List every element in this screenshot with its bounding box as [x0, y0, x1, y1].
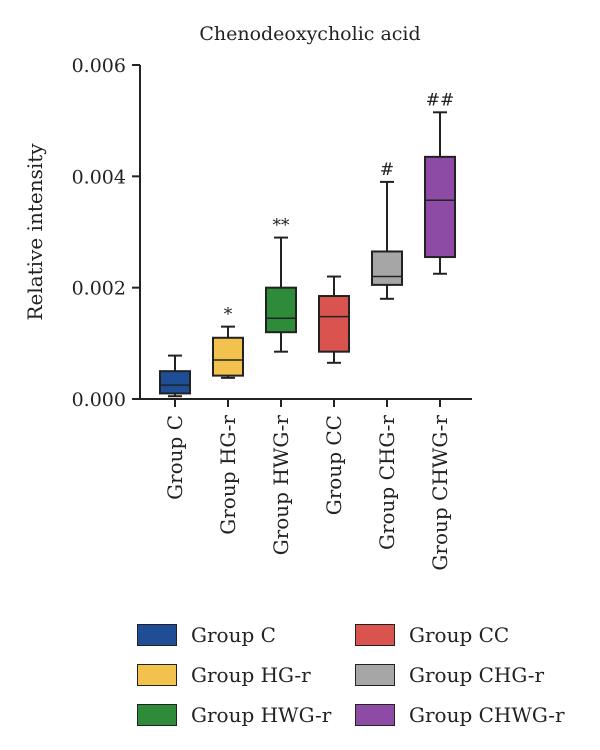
legend-item: Group CC — [355, 622, 509, 648]
significance-label: * — [224, 305, 233, 325]
axes: 0.000 0.002 0.004 0.006 — [72, 55, 472, 411]
x-tick-label: Group C — [163, 415, 187, 500]
y-tick-label: 0.004 — [72, 166, 126, 188]
box-2: * — [212, 305, 244, 379]
y-tick-label: 0.006 — [72, 55, 126, 77]
chart-title: Chenodeoxycholic acid — [199, 23, 420, 45]
box-5: # — [371, 160, 403, 300]
legend-swatch — [355, 664, 395, 686]
box-iqr — [424, 155, 456, 259]
x-tick-label: Group HWG-r — [269, 415, 293, 556]
x-tick-label: Group CHWG-r — [428, 415, 452, 571]
legend-swatch — [355, 704, 395, 726]
box-iqr — [159, 370, 191, 395]
box-4 — [318, 275, 350, 364]
significance-label: # — [380, 160, 394, 180]
legend-swatch — [137, 664, 177, 686]
box-plot-chart: Chenodeoxycholic acid Relative intensity… — [23, 23, 472, 571]
legend-swatch — [137, 624, 177, 646]
box-1 — [159, 354, 191, 398]
legend-label: Group C — [191, 623, 276, 647]
x-tick-label: Group HG-r — [216, 415, 240, 535]
box-iqr — [318, 295, 350, 353]
legend-label: Group CHWG-r — [409, 703, 565, 727]
box-6: ## — [424, 90, 456, 275]
y-tick-label: 0.000 — [72, 389, 126, 411]
significance-label: ## — [426, 90, 455, 110]
boxes-group: ***### — [159, 90, 456, 398]
box-3: ** — [265, 216, 297, 353]
legend-item: Group CHG-r — [355, 662, 544, 688]
y-axis-label: Relative intensity — [23, 143, 47, 321]
legend-label: Group HWG-r — [191, 703, 332, 727]
legend-swatch — [355, 624, 395, 646]
legend-item: Group HG-r — [137, 662, 311, 688]
legend-item: Group C — [137, 622, 276, 648]
x-tick-label: Group CC — [322, 415, 346, 515]
x-tick-labels: Group C Group HG-r Group HWG-r Group CC Grou… — [163, 415, 452, 571]
significance-label: ** — [273, 216, 291, 236]
y-tick-label: 0.002 — [72, 278, 126, 300]
legend-item: Group HWG-r — [137, 702, 331, 728]
x-tick-label: Group CHG-r — [375, 415, 399, 550]
box-iqr — [265, 286, 297, 334]
legend-label: Group CHG-r — [409, 663, 545, 687]
box-iqr — [371, 250, 403, 286]
box-iqr — [212, 336, 244, 377]
legend-label: Group CC — [409, 623, 510, 647]
legend-label: Group HG-r — [191, 663, 311, 687]
legend-item: Group CHWG-r — [355, 702, 565, 728]
legend-swatch — [137, 704, 177, 726]
